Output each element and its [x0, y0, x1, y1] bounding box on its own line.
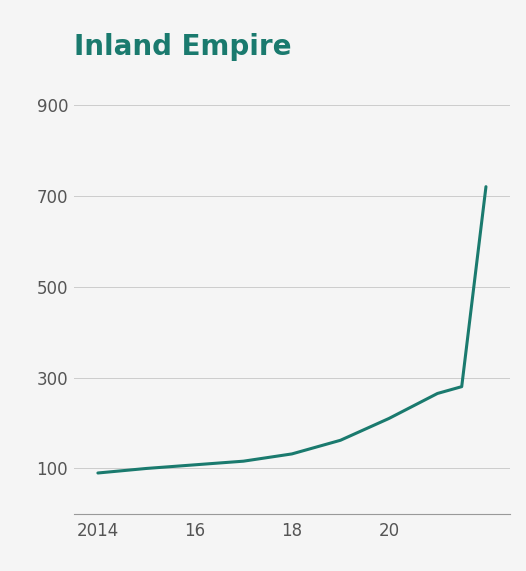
Text: Inland Empire: Inland Empire [74, 33, 291, 61]
